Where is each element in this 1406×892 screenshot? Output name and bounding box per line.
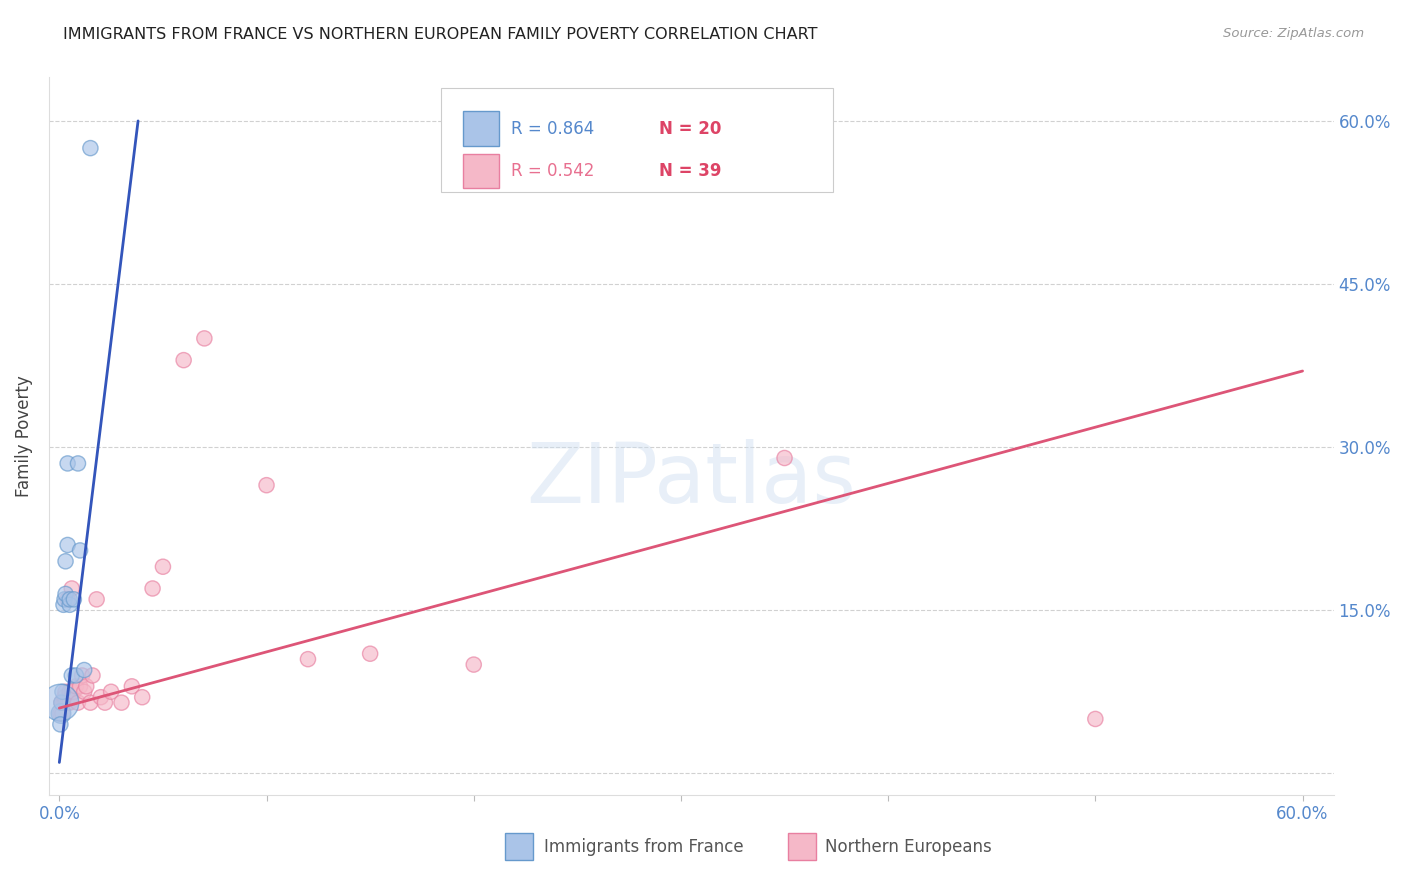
Point — [55, 587, 77, 601]
FancyBboxPatch shape — [463, 154, 499, 188]
Point — [86, 592, 108, 607]
Point — [63, 592, 86, 607]
Point — [49, 706, 72, 721]
Point — [63, 685, 86, 699]
Point — [65, 679, 87, 693]
Y-axis label: Family Poverty: Family Poverty — [15, 376, 32, 497]
FancyBboxPatch shape — [441, 88, 832, 193]
Point — [121, 679, 143, 693]
Point — [359, 647, 381, 661]
Point — [73, 663, 96, 677]
FancyBboxPatch shape — [787, 833, 815, 861]
Point — [49, 706, 72, 721]
Point — [55, 554, 77, 568]
Point — [75, 679, 97, 693]
Point — [94, 696, 117, 710]
Point — [297, 652, 319, 666]
Point — [79, 696, 101, 710]
Point — [60, 582, 83, 596]
Point — [59, 685, 82, 699]
Point — [66, 696, 89, 710]
Point — [49, 717, 72, 731]
Point — [100, 685, 122, 699]
Point — [110, 696, 132, 710]
Point — [79, 141, 101, 155]
Point — [773, 450, 796, 465]
Point — [256, 478, 278, 492]
Point — [463, 657, 485, 672]
Point — [69, 679, 91, 693]
Point — [56, 457, 79, 471]
Point — [90, 690, 112, 705]
Point — [52, 696, 75, 710]
Point — [73, 685, 96, 699]
Text: Source: ZipAtlas.com: Source: ZipAtlas.com — [1223, 27, 1364, 40]
Point — [193, 331, 215, 345]
FancyBboxPatch shape — [463, 112, 499, 145]
Point — [152, 559, 174, 574]
Text: R = 0.864: R = 0.864 — [512, 120, 595, 137]
Text: IMMIGRANTS FROM FRANCE VS NORTHERN EUROPEAN FAMILY POVERTY CORRELATION CHART: IMMIGRANTS FROM FRANCE VS NORTHERN EUROP… — [63, 27, 818, 42]
Point — [82, 668, 104, 682]
Point — [56, 592, 79, 607]
Point — [66, 457, 89, 471]
Point — [49, 696, 72, 710]
Point — [53, 592, 76, 607]
Point — [55, 696, 77, 710]
Point — [173, 353, 195, 368]
Text: R = 0.542: R = 0.542 — [512, 162, 595, 180]
Point — [69, 543, 91, 558]
Point — [59, 598, 82, 612]
FancyBboxPatch shape — [505, 833, 533, 861]
Point — [59, 696, 82, 710]
Point — [51, 696, 73, 710]
Point — [60, 668, 83, 682]
Text: Northern Europeans: Northern Europeans — [825, 838, 991, 855]
Point — [51, 706, 73, 721]
Point — [65, 668, 87, 682]
Point — [142, 582, 165, 596]
Point — [53, 690, 76, 705]
Point — [59, 592, 82, 607]
Point — [56, 696, 79, 710]
Point — [131, 690, 153, 705]
Text: N = 20: N = 20 — [659, 120, 721, 137]
Point — [60, 685, 83, 699]
Point — [70, 668, 93, 682]
Point — [56, 538, 79, 552]
Point — [52, 598, 75, 612]
Text: N = 39: N = 39 — [659, 162, 721, 180]
Point — [1084, 712, 1107, 726]
Text: ZIPatlas: ZIPatlas — [526, 439, 856, 520]
Point — [51, 685, 73, 699]
Text: Immigrants from France: Immigrants from France — [544, 838, 744, 855]
Point — [51, 696, 73, 710]
Point — [55, 685, 77, 699]
